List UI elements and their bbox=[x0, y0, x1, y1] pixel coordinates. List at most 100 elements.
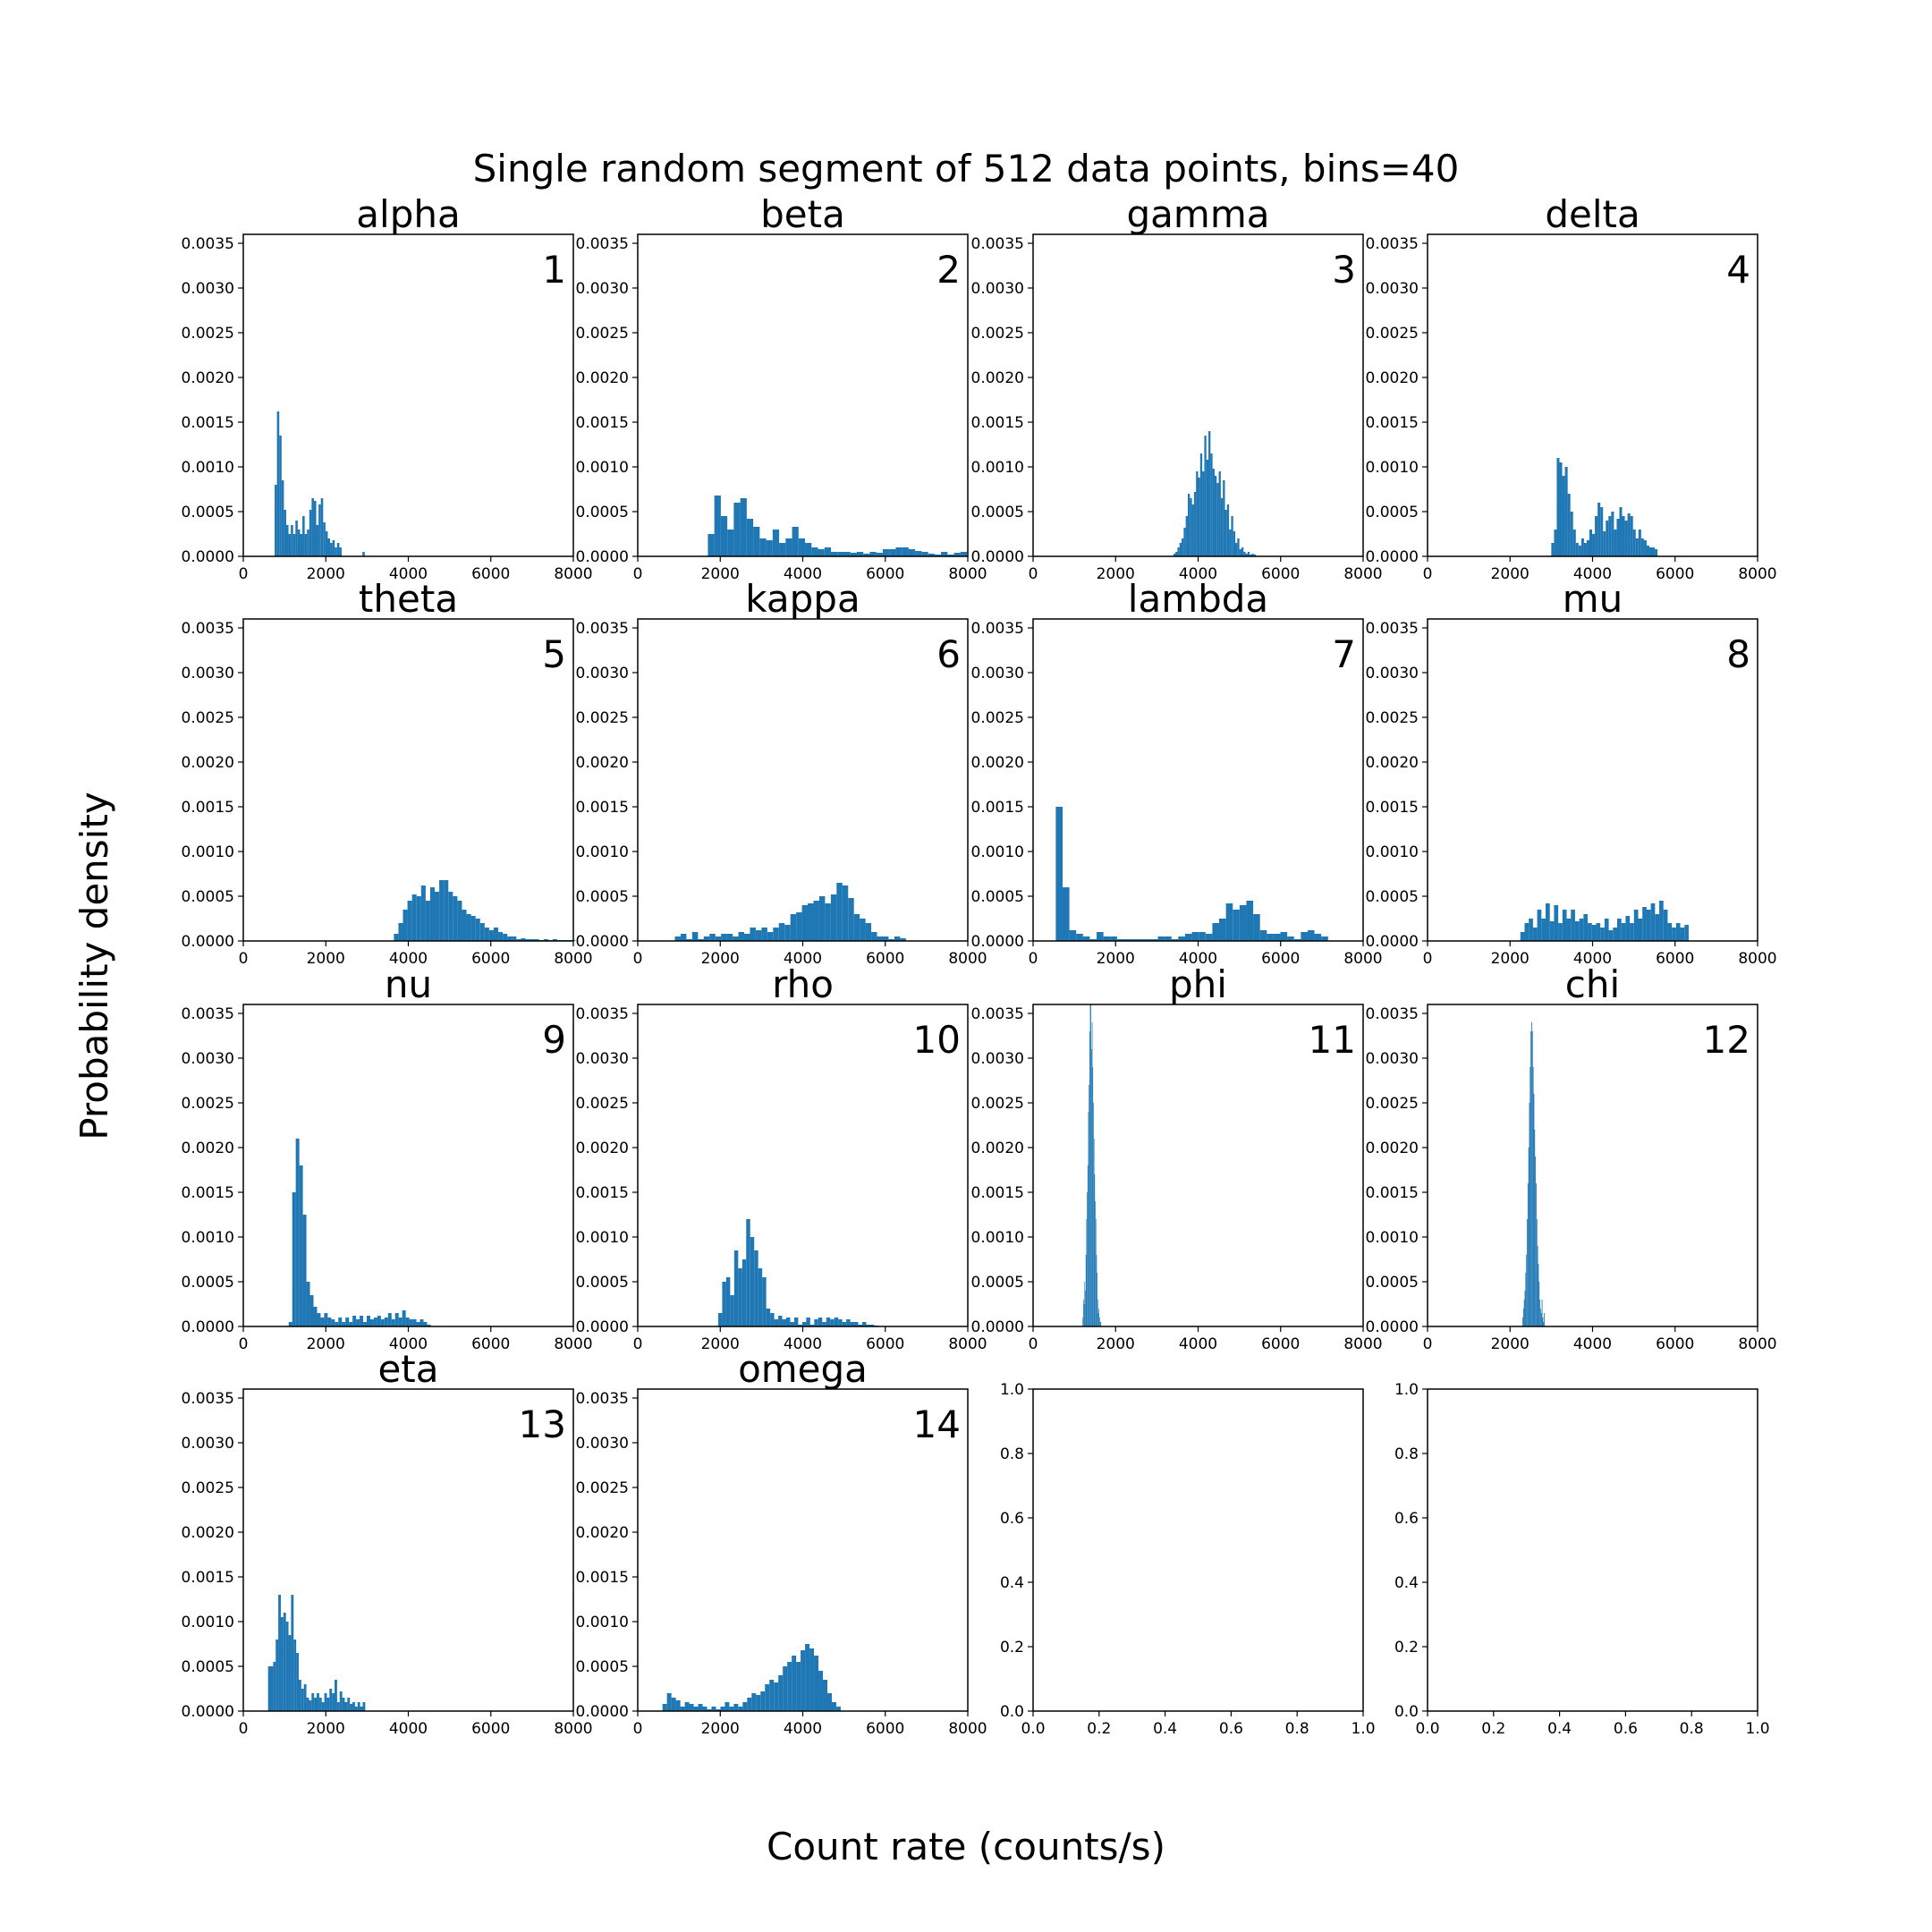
histogram-bar bbox=[516, 939, 521, 941]
histogram-bar bbox=[525, 939, 530, 941]
panel-number: 3 bbox=[1332, 248, 1356, 292]
y-tick-label: 0.0035 bbox=[182, 1390, 234, 1408]
y-tick-label: 0.0015 bbox=[182, 1569, 234, 1587]
histogram-bar bbox=[398, 923, 403, 941]
histogram-bar bbox=[1606, 521, 1609, 556]
x-tick-label: 2000 bbox=[1097, 950, 1135, 968]
x-tick-label: 0 bbox=[1029, 950, 1038, 968]
histogram-bar bbox=[1076, 934, 1083, 941]
histogram-bar bbox=[325, 531, 328, 556]
histogram-bar bbox=[302, 516, 305, 556]
histogram-bar bbox=[521, 938, 526, 941]
x-tick-label: 8000 bbox=[948, 950, 987, 968]
y-tick-label: 0.2 bbox=[1394, 1639, 1419, 1657]
x-tick-label: 4000 bbox=[784, 1335, 822, 1353]
histogram-bar bbox=[1578, 546, 1581, 556]
histogram-bar bbox=[493, 928, 499, 941]
y-tick-label: 0.0005 bbox=[971, 504, 1024, 521]
histogram-bar bbox=[1144, 939, 1151, 941]
histogram-bar bbox=[1627, 513, 1631, 556]
histogram-bar bbox=[344, 1702, 348, 1711]
histogram-bar bbox=[871, 932, 877, 941]
x-tick-label: 8000 bbox=[554, 1720, 592, 1738]
histogram-bar bbox=[1603, 531, 1606, 556]
histogram-bar bbox=[1243, 552, 1246, 556]
histogram-bar bbox=[292, 1192, 296, 1326]
histogram-bar bbox=[1055, 807, 1063, 941]
x-tick-label: 2000 bbox=[307, 1335, 345, 1353]
histogram-bar bbox=[750, 1237, 755, 1326]
y-tick-label: 0.8 bbox=[1394, 1445, 1419, 1463]
x-tick-label: 4000 bbox=[1179, 950, 1217, 968]
histogram-bar bbox=[793, 1318, 799, 1326]
x-tick-label: 4000 bbox=[784, 565, 822, 583]
histogram-bar bbox=[1595, 516, 1598, 556]
histogram-bar bbox=[350, 1704, 353, 1711]
histogram-bar bbox=[1551, 543, 1555, 556]
histogram-bar bbox=[1604, 919, 1609, 941]
histogram-bar bbox=[869, 1325, 875, 1326]
histogram-bars bbox=[1082, 1004, 1102, 1326]
histogram-bar bbox=[724, 1702, 730, 1711]
y-tick-label: 0.6 bbox=[1000, 1510, 1024, 1528]
x-tick-label: 0.0 bbox=[1021, 1720, 1045, 1738]
histogram-bar bbox=[1103, 936, 1111, 941]
histogram-bar bbox=[662, 1704, 667, 1711]
histogram-bar bbox=[733, 503, 741, 556]
x-tick-label: 0.6 bbox=[1219, 1720, 1243, 1738]
histogram-bars bbox=[288, 1139, 431, 1326]
x-tick-label: 2000 bbox=[307, 565, 345, 583]
histogram-bar bbox=[808, 903, 814, 941]
histogram-bar bbox=[484, 928, 489, 941]
histogram-bar bbox=[895, 547, 902, 556]
histogram-bar bbox=[1131, 939, 1138, 941]
histogram-bar bbox=[813, 901, 819, 941]
histogram-bar bbox=[360, 1316, 364, 1326]
histogram-bar bbox=[338, 1318, 343, 1326]
axes-frame bbox=[1032, 1388, 1364, 1712]
y-tick-label: 0.0010 bbox=[182, 1614, 234, 1631]
histogram-bar bbox=[1171, 939, 1179, 941]
y-tick-label: 0.0000 bbox=[576, 548, 629, 566]
x-tick-label: 0.4 bbox=[1153, 1720, 1177, 1738]
histogram-bar bbox=[708, 534, 715, 556]
panel-number: 4 bbox=[1726, 248, 1750, 292]
histogram-bar bbox=[412, 1319, 417, 1326]
histogram-bar bbox=[814, 1656, 819, 1711]
histogram-bar bbox=[1663, 910, 1668, 941]
histogram-bar bbox=[1224, 510, 1227, 556]
histogram-bar bbox=[302, 1215, 307, 1326]
histogram-bar bbox=[1089, 1031, 1090, 1326]
histogram-bar bbox=[1558, 923, 1563, 941]
histogram-bar bbox=[1099, 1318, 1100, 1326]
panel-number: 8 bbox=[1726, 632, 1750, 676]
histogram-bar bbox=[384, 1318, 388, 1326]
histogram-bar bbox=[1085, 1291, 1086, 1326]
histogram-bar bbox=[798, 538, 806, 556]
histogram-bar bbox=[1208, 431, 1211, 556]
histogram-bar bbox=[787, 1662, 792, 1711]
histogram-bar bbox=[1591, 925, 1597, 941]
histogram-bar bbox=[1525, 1273, 1527, 1326]
figure-title: Single random segment of 512 data points… bbox=[473, 147, 1460, 191]
histogram-bar bbox=[790, 914, 797, 941]
histogram-bar bbox=[1672, 928, 1676, 941]
histogram-bar bbox=[444, 880, 449, 941]
histogram-bar bbox=[512, 936, 517, 941]
subplot-title: lambda bbox=[1128, 577, 1268, 621]
histogram-bar bbox=[1539, 1300, 1541, 1326]
histogram-bars bbox=[1055, 807, 1328, 941]
x-tick-label: 2000 bbox=[307, 950, 345, 968]
histogram-bar bbox=[298, 1680, 301, 1711]
histogram-bar bbox=[275, 1640, 279, 1711]
histogram-bar bbox=[1542, 1318, 1544, 1326]
histogram-bar bbox=[1253, 914, 1260, 941]
histogram-bar bbox=[960, 552, 968, 556]
histogram-bar bbox=[309, 510, 312, 556]
x-tick-label: 4000 bbox=[1573, 565, 1612, 583]
histogram-bar bbox=[767, 932, 774, 941]
histogram-bar bbox=[860, 919, 866, 941]
x-tick-label: 4000 bbox=[784, 1720, 822, 1738]
histogram-bar bbox=[1586, 540, 1589, 556]
